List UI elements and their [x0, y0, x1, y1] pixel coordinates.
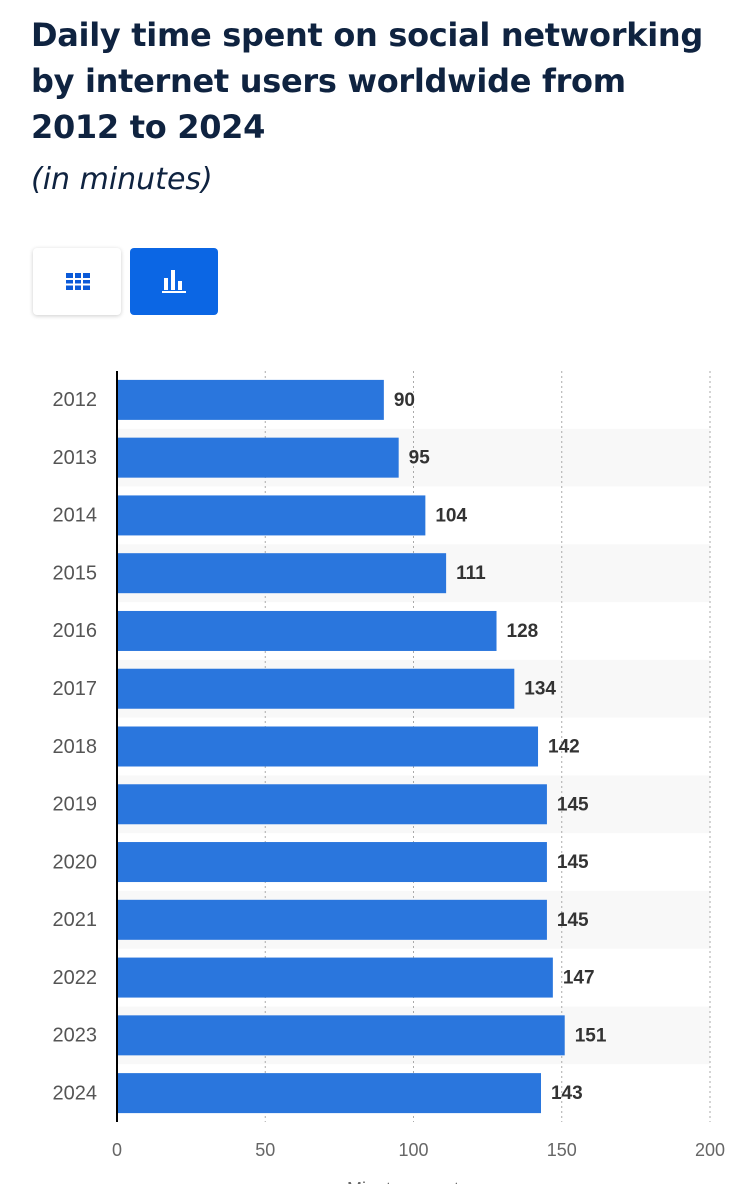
x-tick-label: 100 [398, 1140, 428, 1160]
x-axis-label: Minutes spent [347, 1179, 459, 1184]
y-tick-label: 2020 [53, 851, 98, 873]
value-label: 145 [557, 910, 589, 931]
value-label: 151 [575, 1025, 607, 1046]
bar [117, 1015, 565, 1056]
bar [117, 726, 539, 767]
chart-view-button[interactable] [130, 248, 218, 315]
value-label: 90 [394, 390, 415, 411]
value-label: 142 [548, 737, 580, 758]
bar [117, 495, 426, 536]
table-icon [66, 273, 90, 290]
x-tick-label: 200 [695, 1140, 725, 1160]
bar [117, 610, 497, 651]
bar [117, 437, 399, 478]
bar [117, 668, 515, 709]
y-tick-label: 2014 [53, 505, 98, 527]
y-tick-label: 2018 [53, 736, 98, 758]
y-tick-label: 2024 [53, 1082, 98, 1104]
x-tick-label: 150 [547, 1140, 577, 1160]
chart-icon [162, 270, 186, 293]
bar [117, 842, 547, 883]
bar [117, 379, 384, 420]
value-label: 104 [435, 505, 467, 526]
bar [117, 553, 447, 594]
y-tick-label: 2015 [53, 562, 98, 584]
value-label: 134 [524, 679, 556, 700]
y-tick-label: 2022 [53, 967, 98, 989]
x-tick-label: 0 [112, 1140, 122, 1160]
x-tick-label: 50 [255, 1140, 275, 1160]
y-tick-label: 2012 [53, 389, 98, 411]
chart-subtitle: (in minutes) [31, 162, 213, 197]
y-tick-label: 2023 [53, 1025, 98, 1047]
value-label: 145 [557, 852, 589, 873]
y-tick-label: 2019 [53, 794, 98, 816]
value-label: 143 [551, 1083, 583, 1104]
value-label: 95 [409, 448, 431, 469]
bar [117, 899, 547, 940]
y-tick-label: 2016 [53, 620, 98, 642]
value-label: 145 [557, 794, 589, 815]
bar [117, 957, 553, 998]
y-tick-label: 2021 [53, 909, 98, 931]
value-label: 128 [507, 621, 539, 642]
bar [117, 784, 547, 825]
bar [117, 1073, 541, 1114]
y-tick-label: 2017 [53, 678, 98, 700]
table-view-button[interactable] [33, 248, 121, 315]
y-tick-label: 2013 [53, 447, 98, 469]
value-label: 147 [563, 968, 595, 989]
chart-title: Daily time spent on social networking by… [31, 16, 703, 146]
value-label: 111 [456, 563, 486, 584]
